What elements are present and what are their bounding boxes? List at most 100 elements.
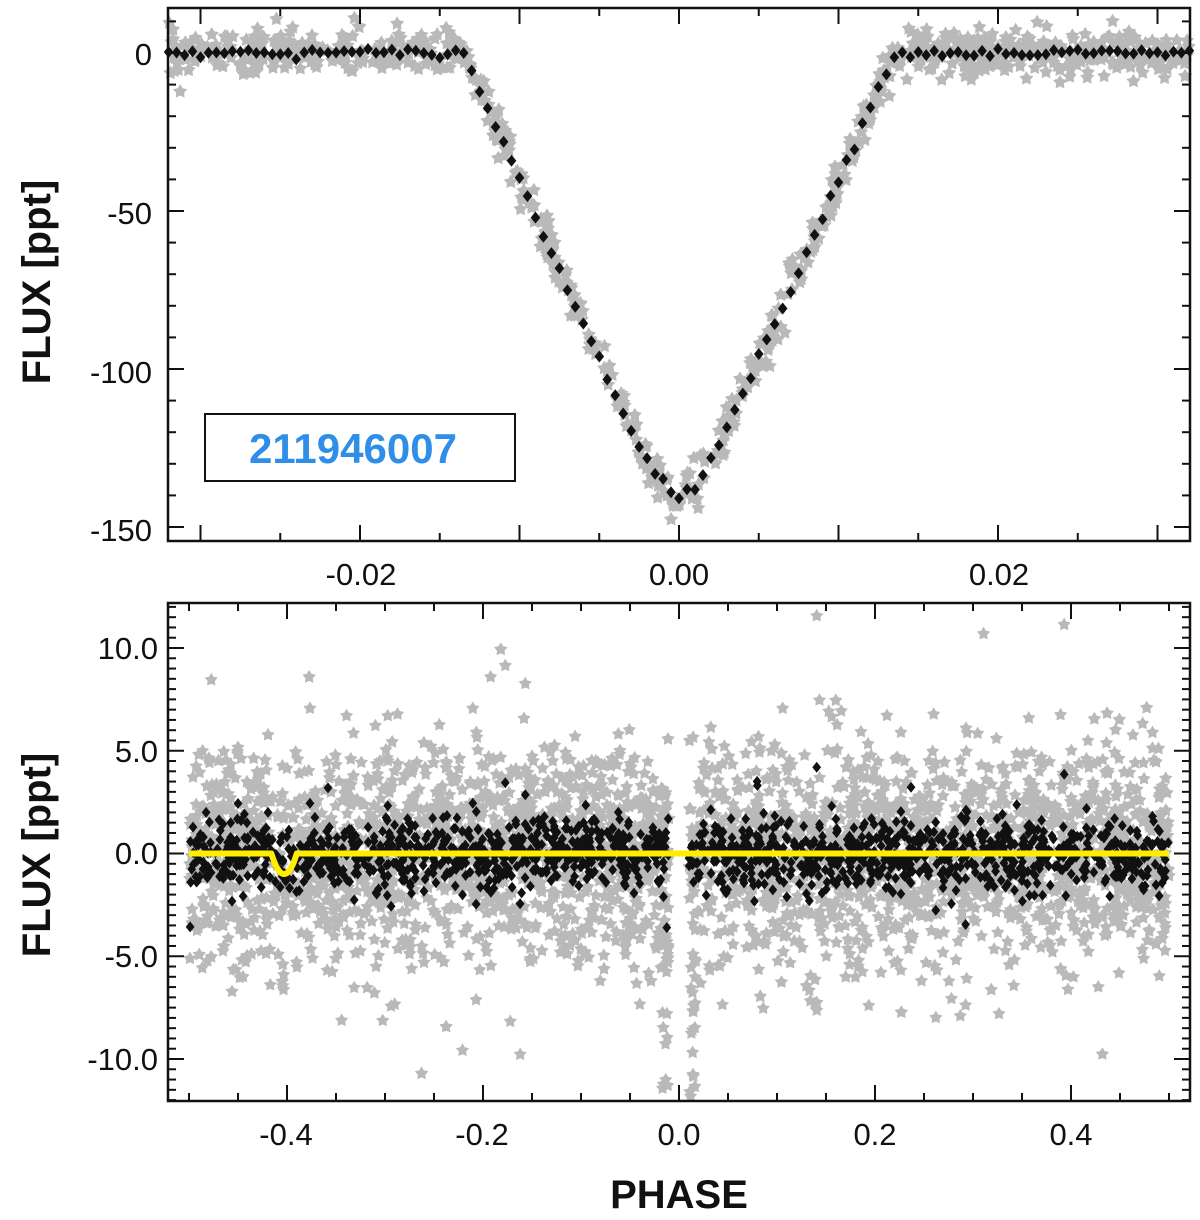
bottom-raw-point [490, 790, 504, 803]
bottom-raw-point [418, 760, 432, 774]
top-binned-point [355, 45, 365, 58]
bottom-raw-point [248, 911, 262, 924]
bottom-raw-point [418, 920, 432, 934]
bottom-raw-point [329, 799, 343, 812]
bottom-raw-point [1013, 912, 1027, 925]
bottom-raw-point [1053, 895, 1067, 909]
bottom-raw-point [443, 936, 457, 949]
top-raw-point [567, 308, 582, 322]
bottom-raw-point [197, 899, 211, 913]
bottom-raw-point [937, 925, 951, 939]
top-raw-point [1177, 55, 1192, 70]
top-raw-point [1066, 31, 1081, 45]
bottom-raw-point [834, 704, 848, 717]
bottom-raw-point [829, 935, 843, 949]
bottom-raw-point [817, 806, 831, 820]
top-binned-point [929, 44, 939, 57]
bottom-raw-point [336, 893, 350, 907]
bottom-raw-point [1078, 881, 1092, 894]
bottom-raw-point [530, 787, 545, 801]
bottom-raw-point [1131, 893, 1145, 906]
bottom-raw-point [759, 885, 773, 899]
bottom-raw-point [321, 915, 335, 928]
bottom-raw-point [469, 992, 483, 1006]
bottom-raw-point [974, 929, 989, 942]
bottom-raw-point [454, 829, 468, 843]
bottom-raw-point [1112, 751, 1126, 765]
bottom-raw-point [335, 1013, 349, 1026]
bottom-raw-point [693, 976, 708, 989]
top-raw-point [170, 56, 185, 70]
bottom-raw-point [240, 774, 254, 788]
bottom-raw-point [633, 997, 647, 1010]
bottom-raw-point [756, 1001, 770, 1014]
bottom-raw-point [529, 918, 543, 931]
bottom-raw-point [498, 658, 512, 672]
bottom-raw-point [1060, 772, 1075, 785]
top-raw-point [181, 62, 196, 77]
bottom-raw-point [914, 973, 929, 987]
bottom-raw-point [264, 794, 278, 807]
bottom-raw-point [517, 711, 531, 725]
bottom-raw-point [253, 924, 267, 937]
bottom-raw-point [408, 917, 422, 930]
top-raw-point [777, 325, 793, 339]
top-binned-point [395, 49, 405, 62]
bottom-raw-point [726, 797, 740, 810]
bottom-raw-point [810, 608, 824, 622]
bottom-raw-point [776, 701, 790, 715]
bottom-raw-point [437, 954, 451, 968]
bottom-raw-point [228, 771, 242, 784]
bottom-raw-point [649, 898, 663, 911]
top-binned-point [873, 81, 884, 93]
bottom-raw-point [585, 925, 599, 938]
bottom-raw-point [1112, 966, 1126, 979]
bottom-raw-point [611, 727, 625, 740]
top-binned-point [642, 452, 652, 465]
bottom-raw-point [1152, 969, 1166, 982]
bottom-raw-point [697, 923, 711, 937]
top-raw-point [250, 21, 265, 35]
bottom-raw-point [842, 889, 856, 902]
bottom-raw-point [861, 935, 875, 948]
top-raw-point [748, 373, 763, 388]
bottom-raw-point [1137, 771, 1151, 785]
bottom-raw-point [569, 779, 583, 793]
bottom-raw-point [874, 965, 888, 979]
bottom-raw-point [1145, 725, 1160, 739]
bottom-raw-point [999, 796, 1014, 810]
bottom-raw-point [638, 863, 652, 876]
top-raw-point [682, 465, 697, 480]
bottom-raw-point [768, 737, 782, 751]
bottom-raw-point [767, 897, 781, 911]
bottom-raw-point [1007, 978, 1021, 992]
bottom-raw-point [783, 955, 797, 969]
top-raw-point [639, 438, 654, 453]
top-binned-point [698, 469, 708, 482]
bottom-raw-point [568, 912, 582, 925]
bottom-raw-point [529, 871, 543, 885]
bottom-raw-point [618, 939, 632, 953]
bottom-raw-point [524, 801, 539, 814]
bottom-raw-point [460, 919, 475, 933]
bottom-raw-point [963, 794, 977, 807]
bottom-raw-point [512, 768, 526, 781]
top-raw-point [1048, 35, 1063, 49]
top-raw-point [210, 57, 225, 72]
bottom-raw-point [494, 642, 508, 656]
top-binned-point [227, 45, 238, 58]
bottom-raw-point [598, 900, 612, 914]
top-raw-point [547, 250, 562, 264]
bottom-raw-point [646, 771, 660, 785]
bottom-raw-point [534, 900, 548, 914]
bottom-raw-point [1109, 789, 1123, 802]
bottom-raw-point [789, 822, 803, 835]
top-binned-point [945, 47, 955, 60]
top-raw-point [765, 308, 780, 323]
bottom-raw-point [1057, 617, 1071, 631]
bottom-raw-point [996, 759, 1010, 773]
bottom-raw-point [232, 922, 247, 935]
bottom-raw-point [1064, 743, 1078, 757]
bottom-raw-point [471, 775, 485, 789]
bottom-raw-point [310, 886, 324, 900]
